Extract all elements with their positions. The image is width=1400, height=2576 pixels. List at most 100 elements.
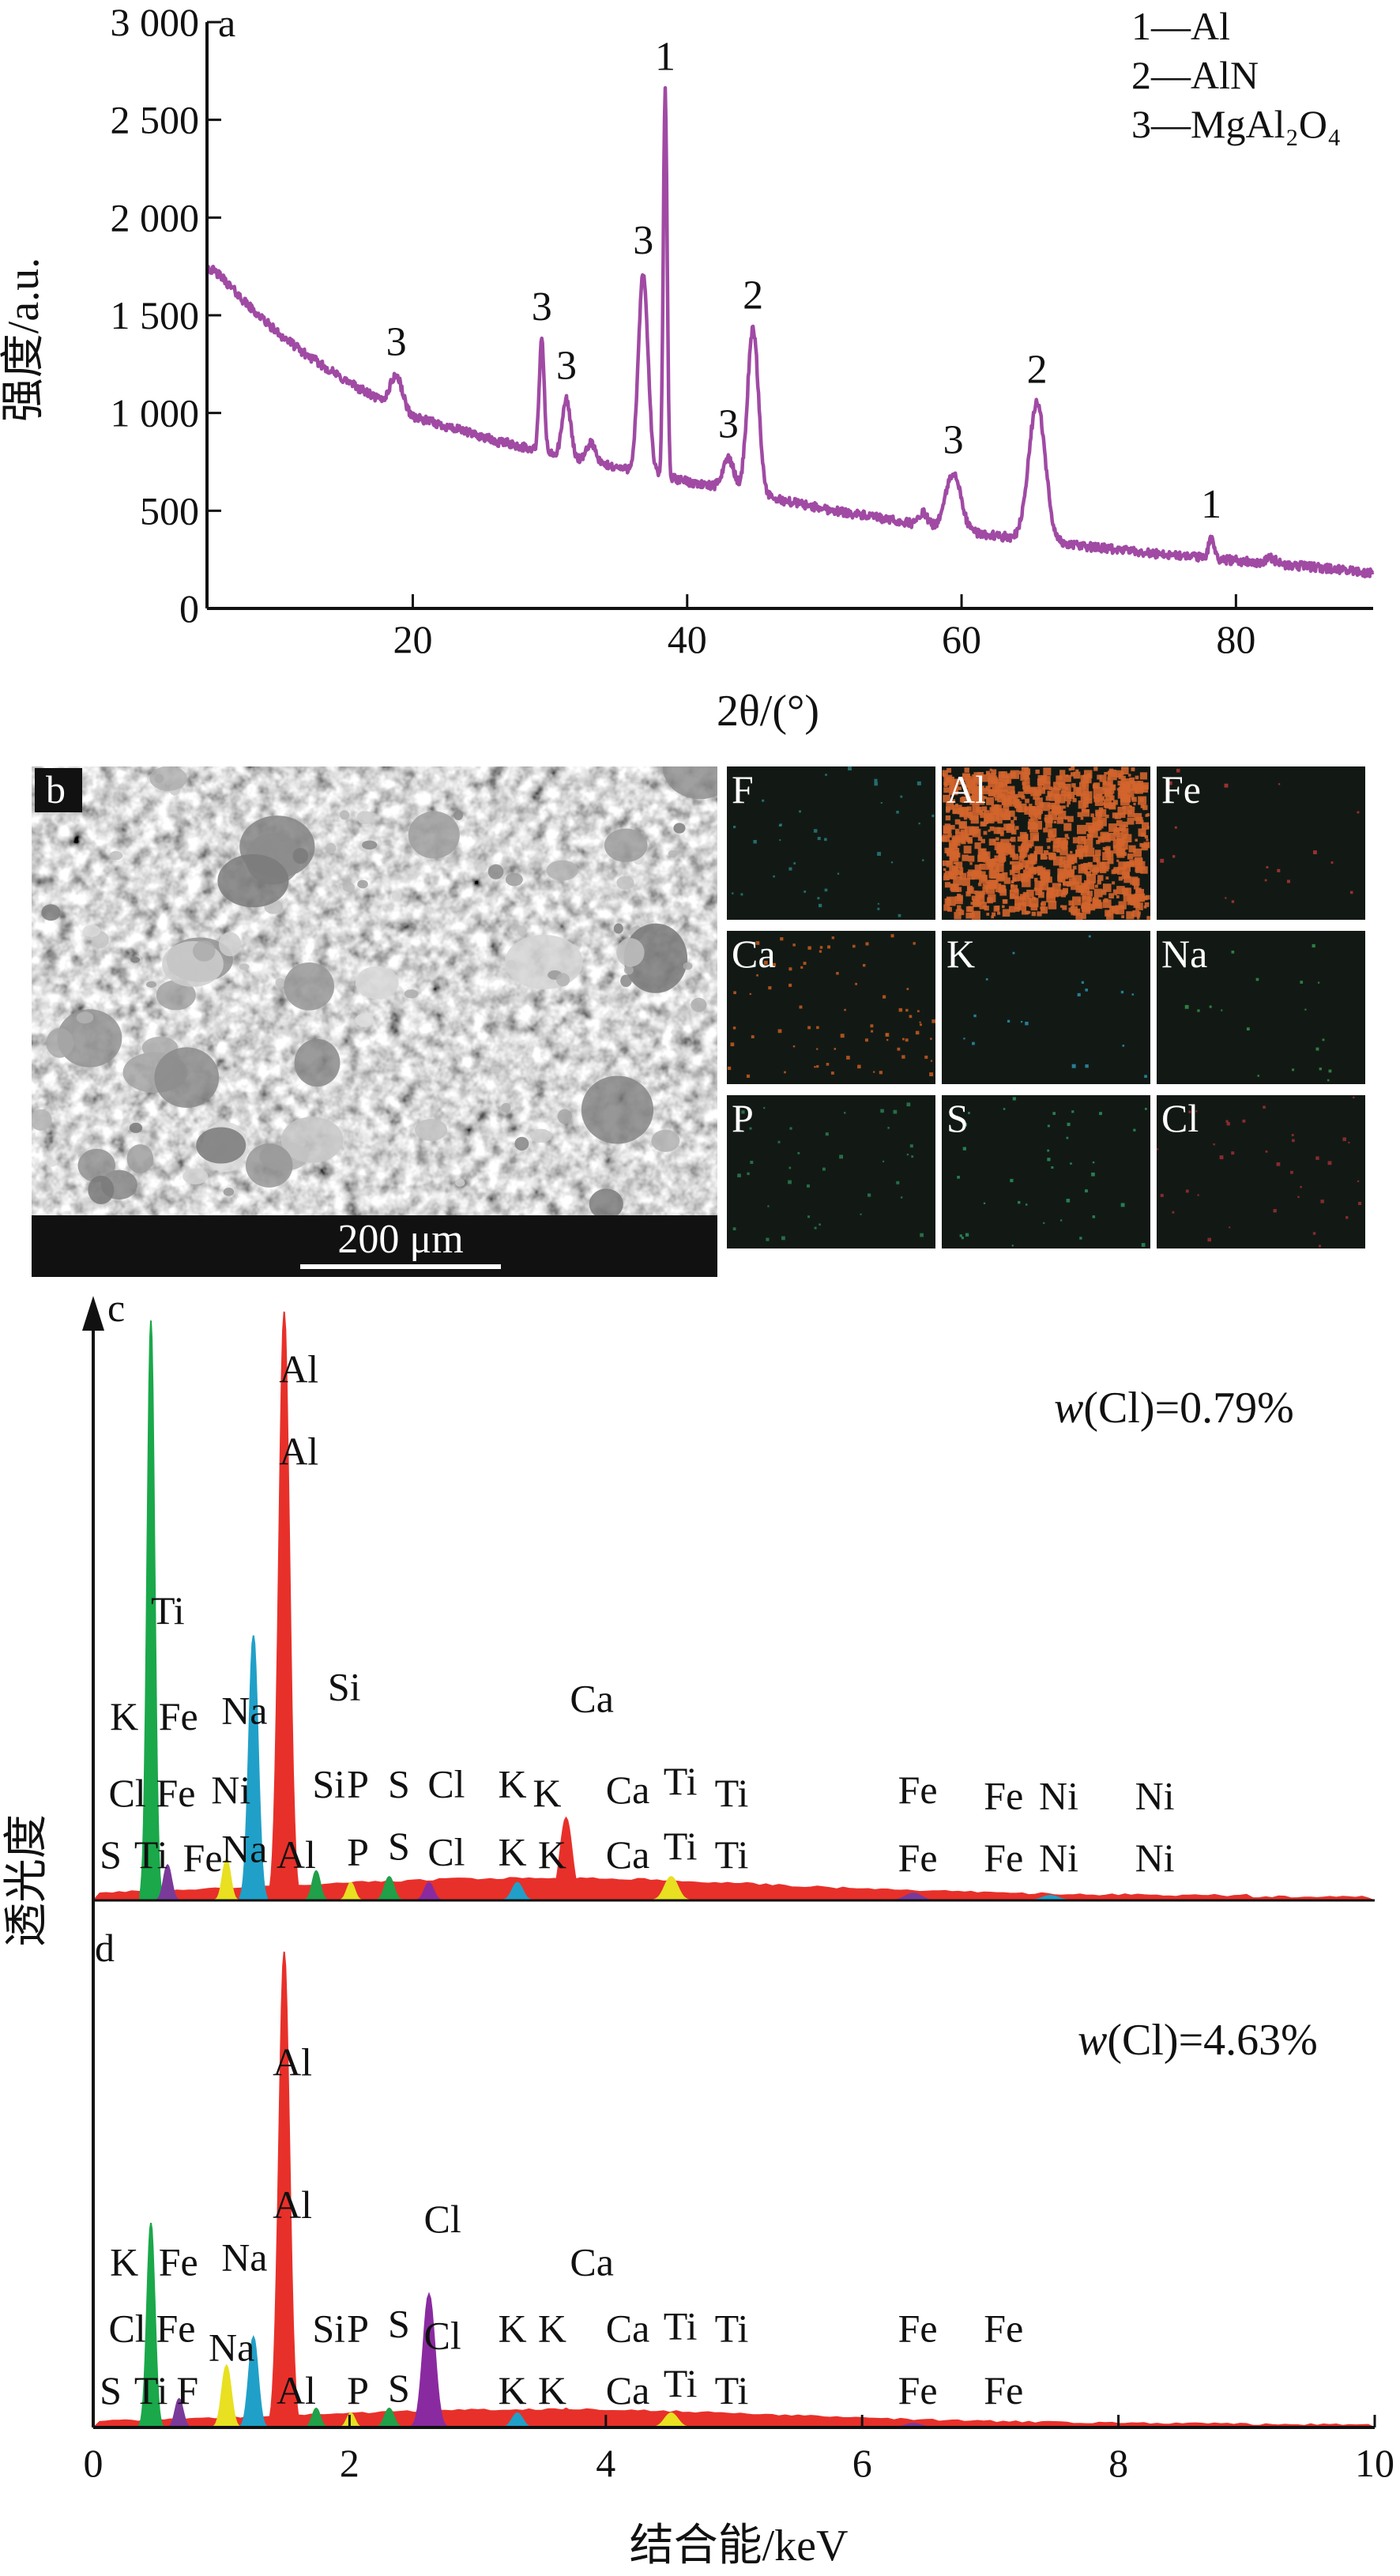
sem-particle	[145, 981, 157, 989]
eds-map-pixel	[977, 836, 983, 842]
eds-map-pixel	[1097, 902, 1101, 907]
eds-map-pixel	[1144, 1075, 1147, 1079]
spectrum-continuum	[92, 1877, 1376, 1901]
eds-map-pixel	[788, 983, 792, 987]
eds-map-pixel	[1078, 836, 1086, 845]
eds-map-pixel	[1056, 817, 1064, 824]
eds-map-pixel	[1033, 820, 1042, 830]
eds-map-pixel	[1131, 767, 1135, 772]
eds-map-pixel	[1122, 821, 1128, 828]
spectrum-peak	[138, 2222, 164, 2428]
eds-map-pixel	[963, 1123, 967, 1127]
eds-map-pixel	[1123, 805, 1133, 815]
eds-map-pixel	[1195, 1110, 1198, 1113]
eds-map-pixel	[943, 825, 952, 834]
eds-map-pixel	[988, 858, 995, 866]
eds-map-pixel	[993, 827, 1001, 834]
eds-map-pixel	[893, 1109, 898, 1114]
sem-particle	[219, 932, 242, 957]
eds-map-pixel	[984, 810, 990, 816]
eds-map-pixel	[1102, 899, 1112, 909]
eds-map-pixel	[1072, 837, 1079, 844]
eds-map-pixel	[1071, 856, 1077, 862]
eds-map-pixel	[1114, 892, 1117, 896]
eds-map-pixel	[1047, 1149, 1050, 1152]
eds-map-pixel	[1146, 838, 1149, 842]
eds-map-pixel	[1057, 783, 1061, 787]
eds-map-pixel	[1066, 1199, 1071, 1203]
eds-map-pixel	[942, 860, 948, 866]
element-label: Ca	[606, 2307, 650, 2351]
eds-map-pixel	[733, 991, 736, 995]
xrd-peak-label: 1	[1201, 482, 1221, 527]
sem-particle	[76, 1011, 94, 1024]
xrd-line	[205, 85, 1375, 578]
spectrum-d-cl-content: w(Cl)=4.63%	[1078, 2016, 1318, 2065]
eds-map-label: K	[947, 932, 975, 976]
eds-map-pixel	[1067, 791, 1075, 800]
eds-map-label: F	[732, 767, 754, 812]
eds-map-pixel	[1142, 822, 1150, 830]
eds-map-pixel	[1010, 884, 1018, 892]
eds-map-pixel	[750, 1160, 754, 1164]
eds-map-pixel	[1047, 804, 1050, 808]
eds-map-pixel	[1140, 804, 1145, 808]
sem-particle	[623, 965, 634, 975]
eds-map-pixel	[1024, 778, 1030, 784]
eds-map-pixel	[1090, 864, 1097, 872]
eds-map-pixel	[1000, 856, 1007, 862]
eds-map-pixel	[877, 902, 879, 905]
eds-map-pixel	[981, 806, 988, 812]
eds-map-pixel	[1231, 951, 1235, 954]
eds-map-background	[1157, 766, 1365, 920]
eds-map-pixel	[1231, 1151, 1235, 1155]
eds-map-pixel	[1018, 856, 1025, 861]
eds-map-pixel	[1044, 817, 1048, 821]
eds-map-pixel	[1056, 849, 1060, 853]
eds-map-pixel	[1099, 866, 1107, 874]
eds-map-pixel	[1075, 769, 1079, 773]
eds-map-pixel	[1086, 834, 1090, 838]
eds-map-pixel	[953, 861, 957, 864]
eds-map-pixel	[1116, 859, 1120, 862]
xrd-peak-label: 1	[655, 35, 676, 80]
panel-c-letter: c	[107, 1286, 125, 1330]
eds-map-pixel	[1327, 1161, 1332, 1166]
legend-entry-aln: 2—AlN	[1131, 53, 1259, 97]
element-label: Si	[328, 1665, 361, 1709]
eds-map-pixel	[1052, 1112, 1056, 1115]
eds-map-pixel	[1064, 815, 1069, 820]
eds-map-pixel	[1087, 861, 1093, 867]
eds-map-pixel	[972, 804, 980, 812]
eds-map-pixel	[1086, 800, 1090, 804]
eds-map-pixel	[1022, 878, 1031, 887]
eds-map-pixel	[1011, 1245, 1014, 1247]
eds-map-pixel	[1072, 875, 1082, 885]
eds-map-pixel	[827, 945, 831, 949]
spectrum-x-tick-label: 2	[340, 2441, 359, 2485]
eds-map-pixel	[989, 868, 993, 872]
eds-map-pixel	[1090, 813, 1094, 818]
eds-map-pixel	[1141, 843, 1148, 851]
eds-map-pixel	[1264, 879, 1267, 882]
element-label: Na	[209, 2326, 254, 2370]
cl-content-value: (Cl)=0.79%	[1083, 1384, 1293, 1433]
eds-map-pixel	[1021, 873, 1029, 883]
spectrum-axes: 0 2 4 6 8 10	[82, 1296, 1394, 2485]
eds-map-pixel	[1048, 834, 1056, 842]
eds-map-pixel	[1049, 802, 1056, 810]
eds-map-pixel	[1003, 823, 1010, 831]
eds-map-pixel	[1133, 848, 1142, 857]
eds-map-pixel	[950, 778, 959, 788]
eds-map-pixel	[1041, 802, 1050, 812]
eds-map-pixel	[1031, 911, 1037, 917]
eds-map-pixel	[865, 942, 869, 946]
eds-map-pixel	[1136, 916, 1140, 920]
sem-particle	[691, 997, 707, 1012]
eds-map-pixel	[1144, 902, 1150, 907]
eds-map-pixel	[1120, 827, 1124, 832]
element-label: Ca	[606, 2368, 650, 2412]
eds-map-pixel	[967, 837, 973, 842]
eds-map-pixel	[1027, 821, 1037, 830]
